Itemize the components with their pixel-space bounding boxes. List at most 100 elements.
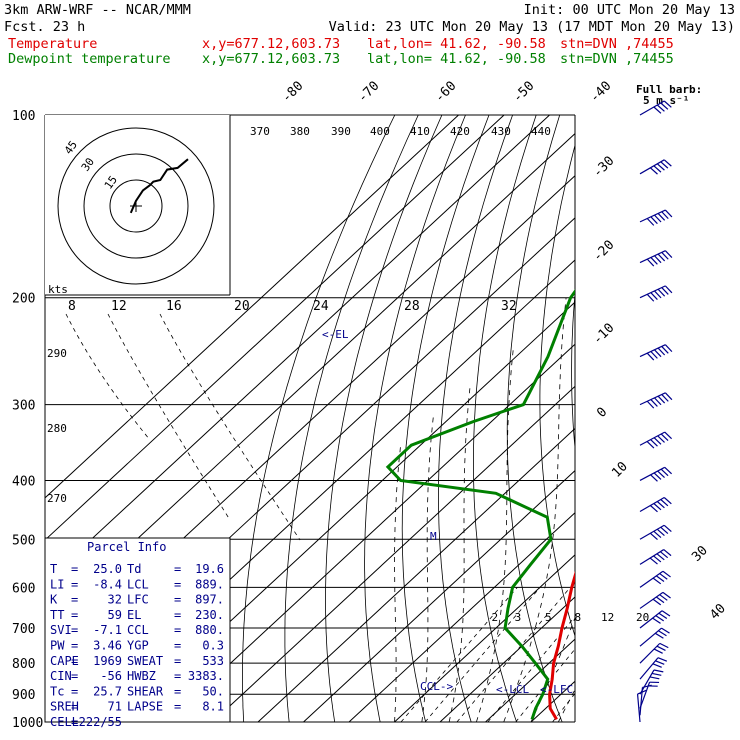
- hodograph-ring-label-30: 30: [79, 155, 97, 173]
- isotherm-label--60: -60: [432, 79, 459, 106]
- wind-barb-250: [639, 344, 673, 361]
- isotherm--40: [257, 428, 576, 723]
- dewpoint-legend-stn: stn=DVN ,74455: [560, 51, 674, 67]
- isotherm-label-10: 10: [609, 459, 631, 481]
- parcel-eq: =: [174, 700, 181, 714]
- parcel-li-label: LI: [50, 577, 64, 591]
- theta-label-430: 430: [491, 125, 511, 138]
- isotherm-label-40: 40: [707, 601, 729, 623]
- speed-scale-12: 12: [111, 299, 127, 314]
- mixing-ratio-label-2: 2: [492, 611, 499, 624]
- valid-time: Valid: 23 UTC Mon 20 May 13 (17 MDT Mon …: [329, 19, 735, 35]
- parcel-lcl-value: 889.: [195, 577, 224, 591]
- pressure-label-400: 400: [12, 474, 35, 489]
- mixing-ratio-5: [456, 587, 571, 722]
- wind-barb-450: [639, 496, 672, 513]
- moist-adiabat-26: [557, 688, 575, 722]
- pressure-label-500: 500: [12, 533, 35, 548]
- mixing-ratio-labels: 2 3 5 8 12 20: [492, 611, 650, 624]
- hodograph-ring-15: [109, 179, 163, 233]
- parcel-ygp-value: 0.3: [202, 639, 224, 653]
- parcel-eq: =: [71, 715, 78, 729]
- parcel-ccl-label: CCL: [127, 623, 149, 637]
- wind-barb-950: [639, 681, 660, 709]
- wind-barb-600: [639, 570, 671, 588]
- pressure-label-200: 200: [12, 292, 35, 307]
- parcel-cell-label: CELL: [50, 715, 79, 729]
- parcel-cape-label: CAPE: [50, 654, 79, 668]
- wind-barb-750: [639, 627, 670, 647]
- parcel-eq: =: [71, 654, 78, 668]
- ccl-marker: CCL->: [420, 680, 453, 693]
- wind-barb-300: [639, 392, 673, 409]
- parcel-eq: =: [174, 577, 181, 591]
- mixing-ratio-2: [400, 587, 518, 722]
- isotherm-0: [439, 596, 576, 723]
- wind-barb-175: [639, 250, 673, 267]
- parcel-cin-label: CIN: [50, 669, 72, 683]
- parcel-tt-label: TT: [50, 608, 64, 622]
- theta-label-410: 410: [410, 125, 430, 138]
- parcel-eq: =: [71, 577, 78, 591]
- theta-label-280: 280: [47, 422, 67, 435]
- theta-label-290: 290: [47, 347, 67, 360]
- parcel-td-label: Td: [127, 562, 141, 576]
- hodograph-units: kts: [48, 283, 68, 296]
- dewpoint-legend-latlon: lat,lon= 41.62, -90.58: [367, 51, 546, 67]
- parcel-eq: =: [71, 593, 78, 607]
- hodograph: 15 30 45 kts: [45, 115, 231, 296]
- parcel-shear-label: SHEAR: [127, 684, 164, 698]
- wind-barb-125: [639, 159, 672, 175]
- parcel-eq: =: [174, 608, 181, 622]
- parcel-svi-label: SVI: [50, 623, 72, 637]
- isotherm-label--20: -20: [590, 238, 617, 265]
- speed-scale-16: 16: [166, 299, 182, 314]
- parcel-sweat-label: SWEAT: [127, 654, 163, 668]
- parcel-cape-value: 1969: [93, 654, 122, 668]
- mixing-ratio-12: [515, 648, 575, 722]
- parcel-info-title: Parcel Info: [87, 540, 166, 554]
- init-time: Init: 00 UTC Mon 20 May 13: [524, 2, 735, 18]
- theta-label-370: 370: [250, 125, 270, 138]
- isotherm--120: [44, 114, 550, 583]
- speed-scale-28: 28: [404, 299, 420, 314]
- dry-adiabat-280: [438, 115, 513, 722]
- parcel-hwbz-label: HWBZ: [127, 669, 156, 683]
- parcel-eq: =: [174, 639, 181, 653]
- pressure-label-800: 800: [12, 657, 35, 672]
- isotherm-label-0: 0: [594, 405, 610, 421]
- parcel-eq: =: [71, 700, 78, 714]
- mixing-ratio-8: [487, 616, 575, 722]
- theta-label-400: 400: [370, 125, 390, 138]
- pressure-label-100: 100: [12, 109, 35, 124]
- speed-arc: [107, 313, 231, 521]
- moist-adiabat-2: [448, 386, 471, 722]
- parcel-tc-label: Tc: [50, 684, 64, 698]
- isotherm-label--40: -40: [587, 79, 614, 106]
- barb-legend-title: Full barb:: [636, 83, 702, 96]
- parcel-shear-value: 50.: [202, 684, 224, 698]
- pressure-label-900: 900: [12, 688, 35, 703]
- parcel-cin-value: -56: [100, 669, 122, 683]
- dry-adiabats: [242, 115, 706, 735]
- parcel-ygp-label: YGP: [127, 639, 149, 653]
- parcel-eq: =: [174, 593, 181, 607]
- dewpoint-legend-xy: x,y=677.12,603.73: [202, 51, 340, 67]
- parcel-li-value: -8.4: [93, 577, 122, 591]
- theta-label-270: 270: [47, 492, 67, 505]
- parcel-eq: =: [71, 669, 78, 683]
- isotherm--30: [303, 470, 576, 723]
- isotherm--140: [44, 114, 459, 499]
- isotherm--60: [166, 343, 576, 723]
- temperature-profile: [548, 570, 575, 721]
- wind-barb-400: [639, 466, 673, 482]
- moist-adiabat-32: [586, 298, 740, 722]
- theta-labels: 370 380 390 400 410 420 430 440 290 280 270: [47, 125, 551, 505]
- pressure-label-1000: 1000: [12, 716, 43, 731]
- parcel-lapse-label: LAPSE: [127, 700, 163, 714]
- parcel-svi-value: -7.1: [93, 623, 122, 637]
- parcel-pw-label: PW: [50, 639, 65, 653]
- dry-adiabat-330: [602, 115, 706, 735]
- speed-scale-24: 24: [313, 299, 329, 314]
- dry-adiabat-310: [539, 143, 575, 638]
